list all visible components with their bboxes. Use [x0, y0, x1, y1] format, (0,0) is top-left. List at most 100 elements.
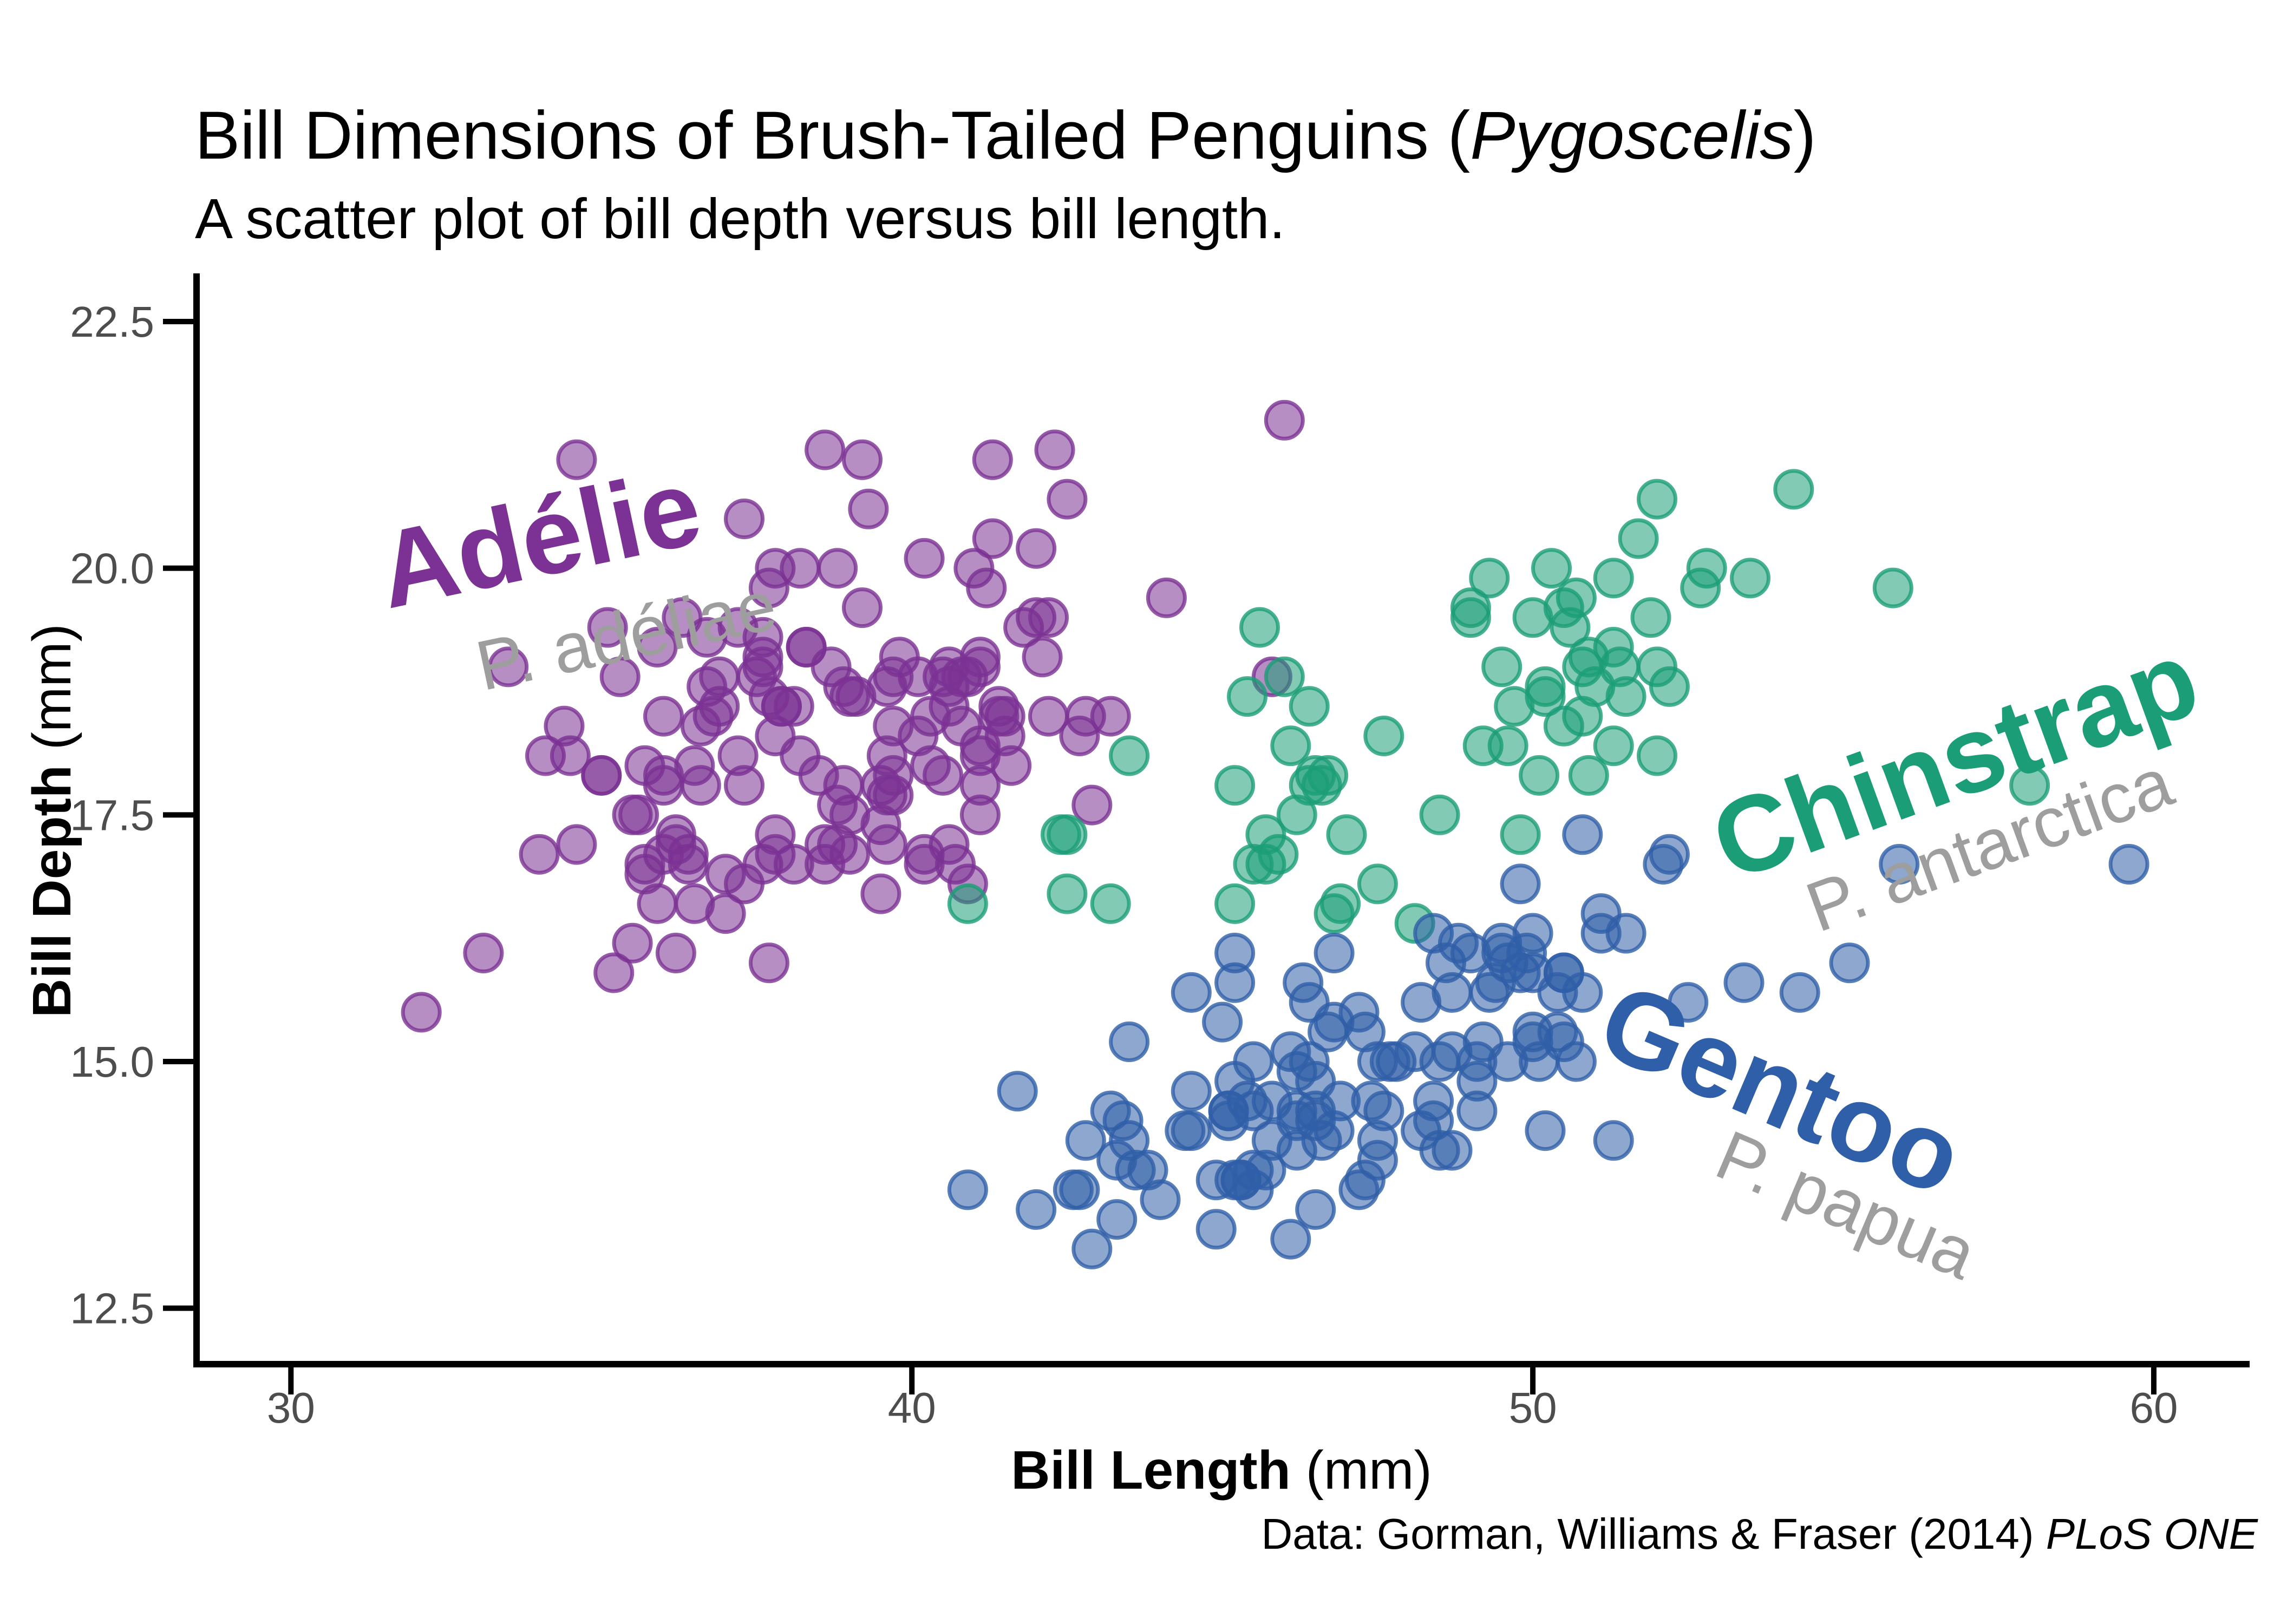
y-tick-label: 15.0	[70, 1038, 154, 1086]
scatter-point-chinstrap	[1450, 587, 1491, 628]
scatter-point-chinstrap	[1556, 577, 1597, 618]
scatter-point-adlie	[587, 607, 628, 648]
scatter-point-gentoo	[1338, 992, 1380, 1033]
scatter-point-gentoo	[1314, 933, 1355, 973]
scatter-point-adlie	[898, 716, 939, 756]
scatter-point-gentoo	[1525, 1110, 1566, 1151]
x-tick-label: 50	[1509, 1384, 1557, 1432]
scatter-point-gentoo	[1723, 962, 1765, 1003]
scatter-point-chinstrap	[1289, 686, 1330, 727]
scatter-point-adlie	[705, 893, 746, 934]
scatter-point-chinstrap	[1773, 469, 1814, 510]
scatter-point-chinstrap	[1500, 814, 1541, 855]
scatter-point-adlie	[401, 992, 442, 1033]
x-tick-label: 60	[2129, 1384, 2178, 1432]
scatter-point-adlie	[724, 765, 764, 806]
scatter-point-adlie	[904, 538, 945, 579]
scatter-point-gentoo	[1071, 1228, 1113, 1269]
scatter-point-gentoo	[1537, 972, 1578, 1013]
scatter-point-gentoo	[1065, 1120, 1106, 1161]
scatter-point-adlie	[724, 863, 764, 905]
chart-caption-text: Data: Gorman, Williams & Fraser (2014)	[1261, 1510, 2046, 1558]
scatter-point-adlie	[1090, 696, 1131, 737]
scatter-point-gentoo	[1562, 814, 1603, 855]
chart-title: Bill Dimensions of Brush-Tailed Penguins…	[195, 102, 1816, 169]
scatter-point-gentoo	[1879, 844, 1920, 885]
scatter-point-adlie	[873, 656, 914, 697]
scatter-point-adlie	[1034, 429, 1075, 470]
scatter-point-gentoo	[1276, 1130, 1317, 1171]
scatter-point-gentoo	[1779, 972, 1820, 1013]
scatter-point-gentoo	[1605, 913, 1646, 954]
scatter-point-gentoo	[1500, 863, 1541, 905]
scatter-point-adlie	[755, 814, 796, 855]
scatter-point-adlie	[1071, 784, 1113, 826]
scatter-point-adlie	[637, 883, 678, 924]
y-axis-title-bold: Bill Depth	[22, 765, 82, 1018]
scatter-point-gentoo	[1338, 1169, 1380, 1210]
scatter-point-chinstrap	[1047, 873, 1088, 914]
scatter-point-adlie	[1028, 597, 1069, 638]
y-axis-title-unit: (mm)	[22, 624, 82, 765]
scatter-point-adlie	[798, 755, 839, 796]
scatter-point-adlie	[692, 696, 734, 737]
scatter-point-chinstrap	[1264, 656, 1305, 697]
scatter-point-gentoo	[1195, 1209, 1237, 1250]
scatter-point-gentoo	[1214, 1060, 1256, 1102]
scatter-point-adlie	[1264, 400, 1305, 441]
scatter-point-gentoo	[1456, 1041, 1498, 1082]
scatter-point-adlie	[978, 696, 1020, 737]
scatter-point-chinstrap	[1562, 696, 1603, 737]
scatter-point-gentoo	[1506, 933, 1547, 973]
scatter-point-adlie	[842, 439, 883, 480]
scatter-point-adlie	[935, 844, 976, 885]
scatter-point-adlie	[556, 824, 597, 865]
scatter-point-gentoo	[1165, 1110, 1206, 1151]
scatter-point-adlie	[923, 755, 964, 796]
scatter-point-gentoo	[1456, 1090, 1498, 1131]
scatter-point-adlie	[829, 834, 870, 875]
x-axis-title-bold: Bill Length	[1011, 1440, 1291, 1501]
scatter-point-gentoo	[1270, 1219, 1311, 1260]
scatter-point-adlie	[550, 735, 591, 776]
scatter-point-chinstrap	[1239, 607, 1280, 648]
scatter-point-adlie	[786, 627, 827, 667]
scatter-point-gentoo	[1543, 1021, 1584, 1062]
scatter-point-adlie	[742, 646, 783, 687]
scatter-point-gentoo	[1593, 1120, 1634, 1161]
scatter-point-gentoo	[1394, 1031, 1435, 1072]
scatter-point-gentoo	[1102, 1100, 1143, 1141]
scatter-point-chinstrap	[1618, 518, 1659, 559]
scatter-point-adlie	[655, 824, 696, 865]
scatter-point-adlie	[748, 942, 789, 984]
scatter-point-adlie	[488, 646, 529, 687]
scatter-point-chinstrap	[1730, 558, 1770, 599]
scatter-point-chinstrap	[1630, 597, 1671, 638]
scatter-point-adlie	[972, 439, 1013, 480]
scatter-point-adlie	[866, 824, 907, 865]
scatter-point-adlie	[599, 656, 641, 697]
scatter-point-adlie	[581, 755, 622, 796]
scatter-point-chinstrap	[1245, 844, 1286, 885]
scatter-point-adlie	[618, 794, 659, 835]
scatter-point-adlie	[805, 429, 846, 470]
scatter-point-adlie	[624, 844, 665, 885]
scatter-point-gentoo	[1289, 1041, 1330, 1082]
x-axis-title-unit: (mm)	[1291, 1440, 1432, 1501]
scatter-point-chinstrap	[1649, 666, 1690, 707]
scatter-point-adlie	[699, 656, 740, 697]
scatter-point-gentoo	[1171, 972, 1212, 1013]
x-tick-label: 30	[267, 1384, 315, 1432]
scatter-point-chinstrap	[1637, 479, 1677, 520]
scatter-point-chinstrap	[1568, 755, 1609, 796]
scatter-point-chinstrap	[1276, 794, 1317, 835]
scatter-point-adlie	[780, 548, 821, 589]
scatter-point-chinstrap	[1593, 558, 1634, 599]
chart-caption: Data: Gorman, Williams & Fraser (2014) P…	[1261, 1512, 2258, 1556]
scatter-point-gentoo	[1096, 1199, 1138, 1240]
scatter-point-chinstrap	[1363, 716, 1404, 756]
scatter-point-chinstrap	[1531, 548, 1572, 589]
scatter-point-adlie	[612, 922, 653, 964]
scatter-point-adlie	[1022, 637, 1063, 678]
